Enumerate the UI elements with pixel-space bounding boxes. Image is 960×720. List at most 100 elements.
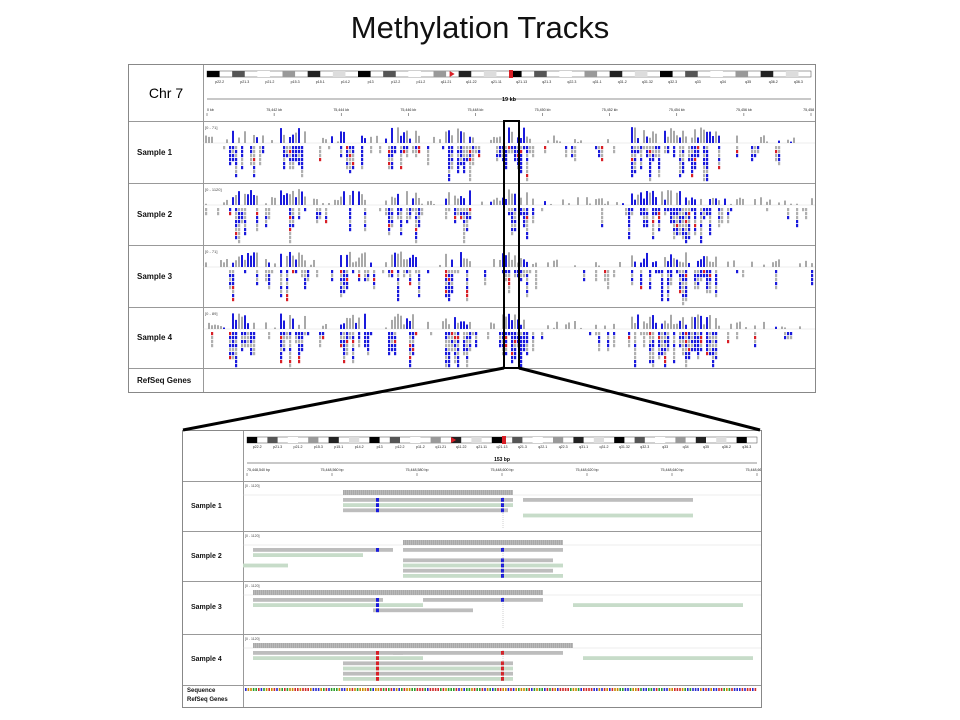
methylation-call: [361, 150, 364, 154]
coverage-bar: [466, 258, 468, 267]
coverage-bar: [454, 317, 456, 329]
coverage-bar: [331, 590, 333, 595]
methylation-call: [532, 212, 535, 216]
methylation-call: [526, 162, 529, 166]
methylation-call: [649, 150, 652, 154]
methylation-call: [541, 336, 544, 340]
coverage-bar: [537, 540, 539, 545]
coverage-bar: [487, 643, 489, 648]
methylation-call: [280, 348, 283, 352]
methylation-call: [664, 212, 667, 216]
methylation-call: [391, 220, 394, 224]
coverage-bar: [274, 263, 276, 267]
ideogram-band: [491, 437, 502, 443]
coverage-bar: [283, 195, 285, 205]
cpg-call: [376, 498, 379, 502]
coverage-bar: [349, 318, 351, 329]
ideogram-band-label: q21.11: [491, 80, 502, 84]
methylation-call: [715, 356, 718, 360]
sequence-base: [707, 688, 710, 691]
coverage-bar: [551, 540, 553, 545]
methylation-call: [652, 146, 655, 150]
cpg-call: [501, 666, 504, 671]
methylation-call: [634, 166, 637, 170]
methylation-call: [394, 332, 397, 336]
methylation-call: [400, 162, 403, 166]
sequence-base: [310, 688, 312, 691]
coverage-bar: [503, 590, 505, 595]
coverage-bar: [385, 490, 387, 495]
coverage-bar: [601, 198, 603, 205]
sequence-base: [453, 688, 455, 691]
ideogram-band: [483, 71, 497, 77]
coverage-bar: [405, 643, 407, 648]
coverage-bar: [355, 590, 357, 595]
methylation-call: [460, 212, 463, 216]
methylation-call: [265, 274, 268, 278]
methylation-call: [685, 240, 688, 244]
coverage-bar: [561, 643, 563, 648]
methylation-call: [469, 216, 472, 220]
methylation-call: [520, 364, 523, 368]
methylation-call: [250, 348, 253, 352]
coverage-bar: [280, 253, 282, 267]
coverage-bar: [455, 590, 457, 595]
methylation-call: [664, 146, 667, 150]
methylation-call: [460, 146, 463, 150]
ideogram-band-label: p12.2: [396, 445, 405, 449]
methylation-call: [232, 340, 235, 344]
coverage-bar: [417, 590, 419, 595]
methylation-call: [229, 352, 232, 356]
methylation-call: [523, 208, 526, 212]
sequence-base: [666, 688, 668, 691]
methylation-call: [418, 208, 421, 212]
methylation-call: [454, 356, 457, 360]
coverage-bar: [403, 490, 405, 495]
coverage-bar: [394, 197, 396, 205]
ruler-tick-label: 75,442 kb: [266, 108, 282, 112]
methylation-call: [445, 216, 448, 220]
coverage-bar: [799, 326, 801, 329]
coverage-bar: [269, 643, 271, 648]
coverage-bar: [359, 590, 361, 595]
ideogram-band-label: q36.2: [722, 445, 731, 449]
coverage-bar: [607, 201, 609, 205]
methylation-call: [229, 270, 232, 274]
methylation-call: [256, 224, 259, 228]
methylation-call: [526, 208, 529, 212]
methylation-call: [463, 236, 466, 240]
methylation-call: [487, 336, 490, 340]
methylation-call: [508, 208, 511, 212]
sequencing-read: [243, 563, 288, 568]
methylation-call: [520, 344, 523, 348]
coverage-bar: [595, 324, 597, 329]
methylation-call: [352, 150, 355, 154]
coverage-bar: [323, 590, 325, 595]
methylation-call: [442, 146, 445, 150]
coverage-bar: [346, 254, 348, 267]
coverage-bar: [463, 258, 465, 267]
methylation-call: [778, 162, 781, 166]
methylation-call: [775, 286, 778, 290]
methylation-call: [664, 360, 667, 364]
coverage-bar: [364, 138, 366, 143]
sequence-base: [369, 688, 372, 691]
methylation-call: [508, 282, 511, 286]
methylation-call: [391, 344, 394, 348]
methylation-call: [526, 274, 529, 278]
methylation-call: [463, 212, 466, 216]
methylation-call: [604, 278, 607, 282]
coverage-bar: [455, 490, 457, 495]
methylation-call: [532, 332, 535, 336]
methylation-call: [697, 270, 700, 274]
sequence-base: [260, 688, 263, 691]
methylation-call: [703, 170, 706, 174]
sequence-base: [505, 688, 507, 691]
coverage-bar: [441, 540, 443, 545]
coverage-bar: [309, 643, 311, 648]
methylation-call: [457, 158, 460, 162]
methylation-call: [211, 332, 214, 336]
methylation-call: [283, 344, 286, 348]
coverage-bar: [501, 643, 503, 648]
sequence-base: [497, 688, 499, 691]
